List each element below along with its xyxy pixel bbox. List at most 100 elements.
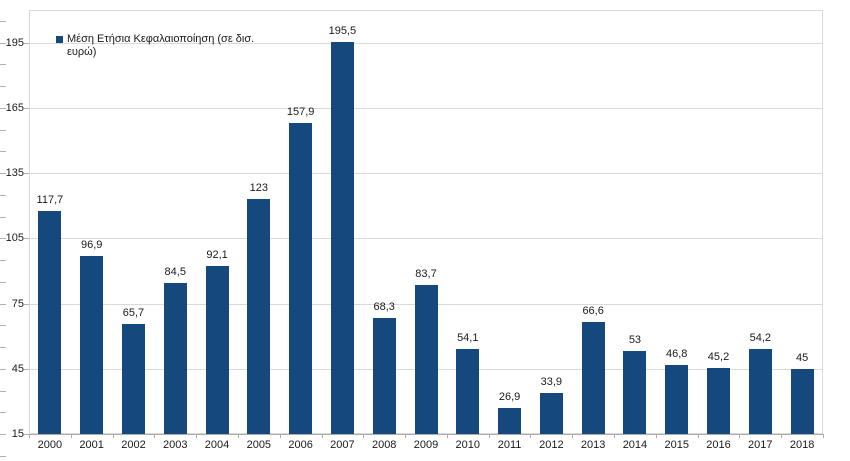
bar-value-label: 96,9 (80, 238, 103, 251)
bar-value-label: 53 (628, 334, 642, 347)
x-axis-tick-label: 2009 (413, 439, 439, 451)
x-axis-tick-label: 2010 (455, 439, 481, 451)
x-axis-tick-label: 2017 (748, 439, 773, 451)
y-gridline (29, 42, 823, 44)
bar-value-label: 65,7 (122, 306, 145, 319)
x-axis-tick-mark (321, 434, 323, 438)
x-axis-tick-label: 2007 (330, 439, 355, 451)
x-axis-tick-label: 2015 (664, 439, 689, 451)
bar-2017 (748, 348, 772, 434)
x-axis-tick-mark (614, 434, 616, 438)
y-axis-tick-mark (0, 173, 6, 175)
y-axis-tick-label: 135 (5, 167, 24, 180)
bar-value-label: 84,5 (164, 265, 186, 278)
x-axis-tick-mark (154, 434, 156, 438)
y-axis-tick-label: 105 (5, 232, 24, 245)
x-axis-tick-mark (29, 434, 30, 438)
y-axis-tick-mark (0, 325, 6, 327)
y-axis-tick-mark (0, 129, 6, 131)
x-axis-tick-label: 2000 (37, 439, 63, 451)
x-axis-tick-mark (655, 434, 657, 438)
y-axis-tick-mark (0, 281, 6, 283)
x-axis-tick-mark (363, 434, 365, 438)
y-axis-tick-mark (24, 173, 29, 175)
bar-2005 (247, 199, 271, 434)
y-axis-tick-mark (24, 107, 29, 109)
x-axis-tick-label: 2018 (789, 439, 815, 451)
x-axis-tick-mark (446, 434, 448, 438)
x-axis-tick-mark (488, 434, 490, 438)
legend-label-line2: ευρώ) (67, 46, 97, 58)
bar-2003 (163, 282, 187, 434)
x-axis-tick-mark (823, 434, 824, 438)
bar-value-label: 83,7 (415, 267, 437, 280)
x-axis-tick-label: 2005 (246, 439, 272, 451)
y-axis-tick-mark (0, 42, 6, 44)
x-axis-tick-label: 2003 (163, 439, 188, 451)
bar-value-label: 54,2 (749, 331, 772, 344)
y-axis-tick-mark (0, 151, 6, 153)
y-axis-tick-mark (0, 216, 6, 218)
bar-2018 (790, 368, 814, 434)
y-axis-tick-mark (0, 238, 6, 240)
y-gridline (29, 238, 823, 240)
y-axis-tick-mark (0, 412, 6, 414)
y-axis-tick-mark (0, 64, 6, 66)
bar-value-label: 45 (795, 351, 809, 364)
y-gridline (29, 107, 823, 109)
bar-2013 (581, 321, 605, 434)
x-axis-line (29, 434, 823, 435)
bar-2009 (414, 284, 438, 434)
y-axis-tick-mark (24, 238, 29, 240)
y-axis-tick-label: 195 (5, 36, 24, 49)
bar-value-label: 117,7 (36, 193, 64, 206)
bar-value-label: 66,6 (582, 304, 604, 317)
x-axis-tick-label: 2013 (580, 439, 606, 451)
x-axis-tick-label: 2016 (706, 439, 731, 451)
x-axis-tick-label: 2012 (539, 439, 564, 451)
y-axis-tick-label: 75 (11, 297, 24, 310)
y-axis-tick-mark (0, 347, 6, 349)
bar-value-label: 33,9 (540, 375, 563, 388)
x-axis-tick-label: 2011 (497, 439, 522, 451)
bar-value-label: 26,9 (498, 391, 521, 404)
bar-2016 (707, 368, 731, 434)
y-axis-tick-mark (0, 303, 6, 305)
bar-value-label: 123 (249, 182, 268, 195)
x-axis-tick-mark (530, 434, 532, 438)
y-axis-tick-label: 45 (11, 362, 24, 375)
x-axis-tick-mark (279, 434, 281, 438)
bar-2008 (372, 318, 396, 434)
legend-label: Μέση Ετήσια Κεφαλαιοποίηση (σε δισ. ευρώ… (67, 33, 254, 59)
y-axis-tick-mark (0, 260, 6, 262)
y-axis-tick-mark (0, 107, 6, 109)
legend-color-swatch-icon (56, 36, 63, 43)
x-axis-tick-mark (196, 434, 198, 438)
bar-2002 (121, 323, 145, 434)
y-axis-tick-mark (0, 455, 6, 457)
bar-2010 (456, 348, 480, 434)
y-axis-tick-mark (0, 368, 6, 370)
x-axis-tick-label: 2002 (121, 439, 146, 451)
bar-value-label: 195,5 (328, 24, 357, 37)
y-axis-tick-mark (24, 303, 29, 305)
x-axis-tick-mark (112, 434, 114, 438)
x-axis-tick-label: 2001 (79, 439, 104, 451)
x-axis-tick-mark (405, 434, 407, 438)
y-axis-tick-label: 165 (5, 101, 24, 114)
y-axis-tick-label: 15 (11, 428, 24, 440)
bar-2011 (498, 408, 522, 434)
y-axis-tick-mark (24, 368, 29, 370)
x-axis-tick-mark (781, 434, 783, 438)
x-axis-tick-label: 2008 (371, 439, 397, 451)
bar-value-label: 45,2 (707, 351, 730, 364)
x-axis-tick-label: 2004 (204, 439, 230, 451)
bar-2014 (623, 351, 647, 434)
legend: Μέση Ετήσια Κεφαλαιοποίηση (σε δισ. ευρώ… (56, 33, 254, 59)
y-axis-tick-mark (0, 194, 6, 196)
x-axis-tick-label: 2006 (288, 439, 313, 451)
y-axis-tick-mark (0, 20, 6, 22)
y-axis-tick-mark (0, 390, 6, 392)
